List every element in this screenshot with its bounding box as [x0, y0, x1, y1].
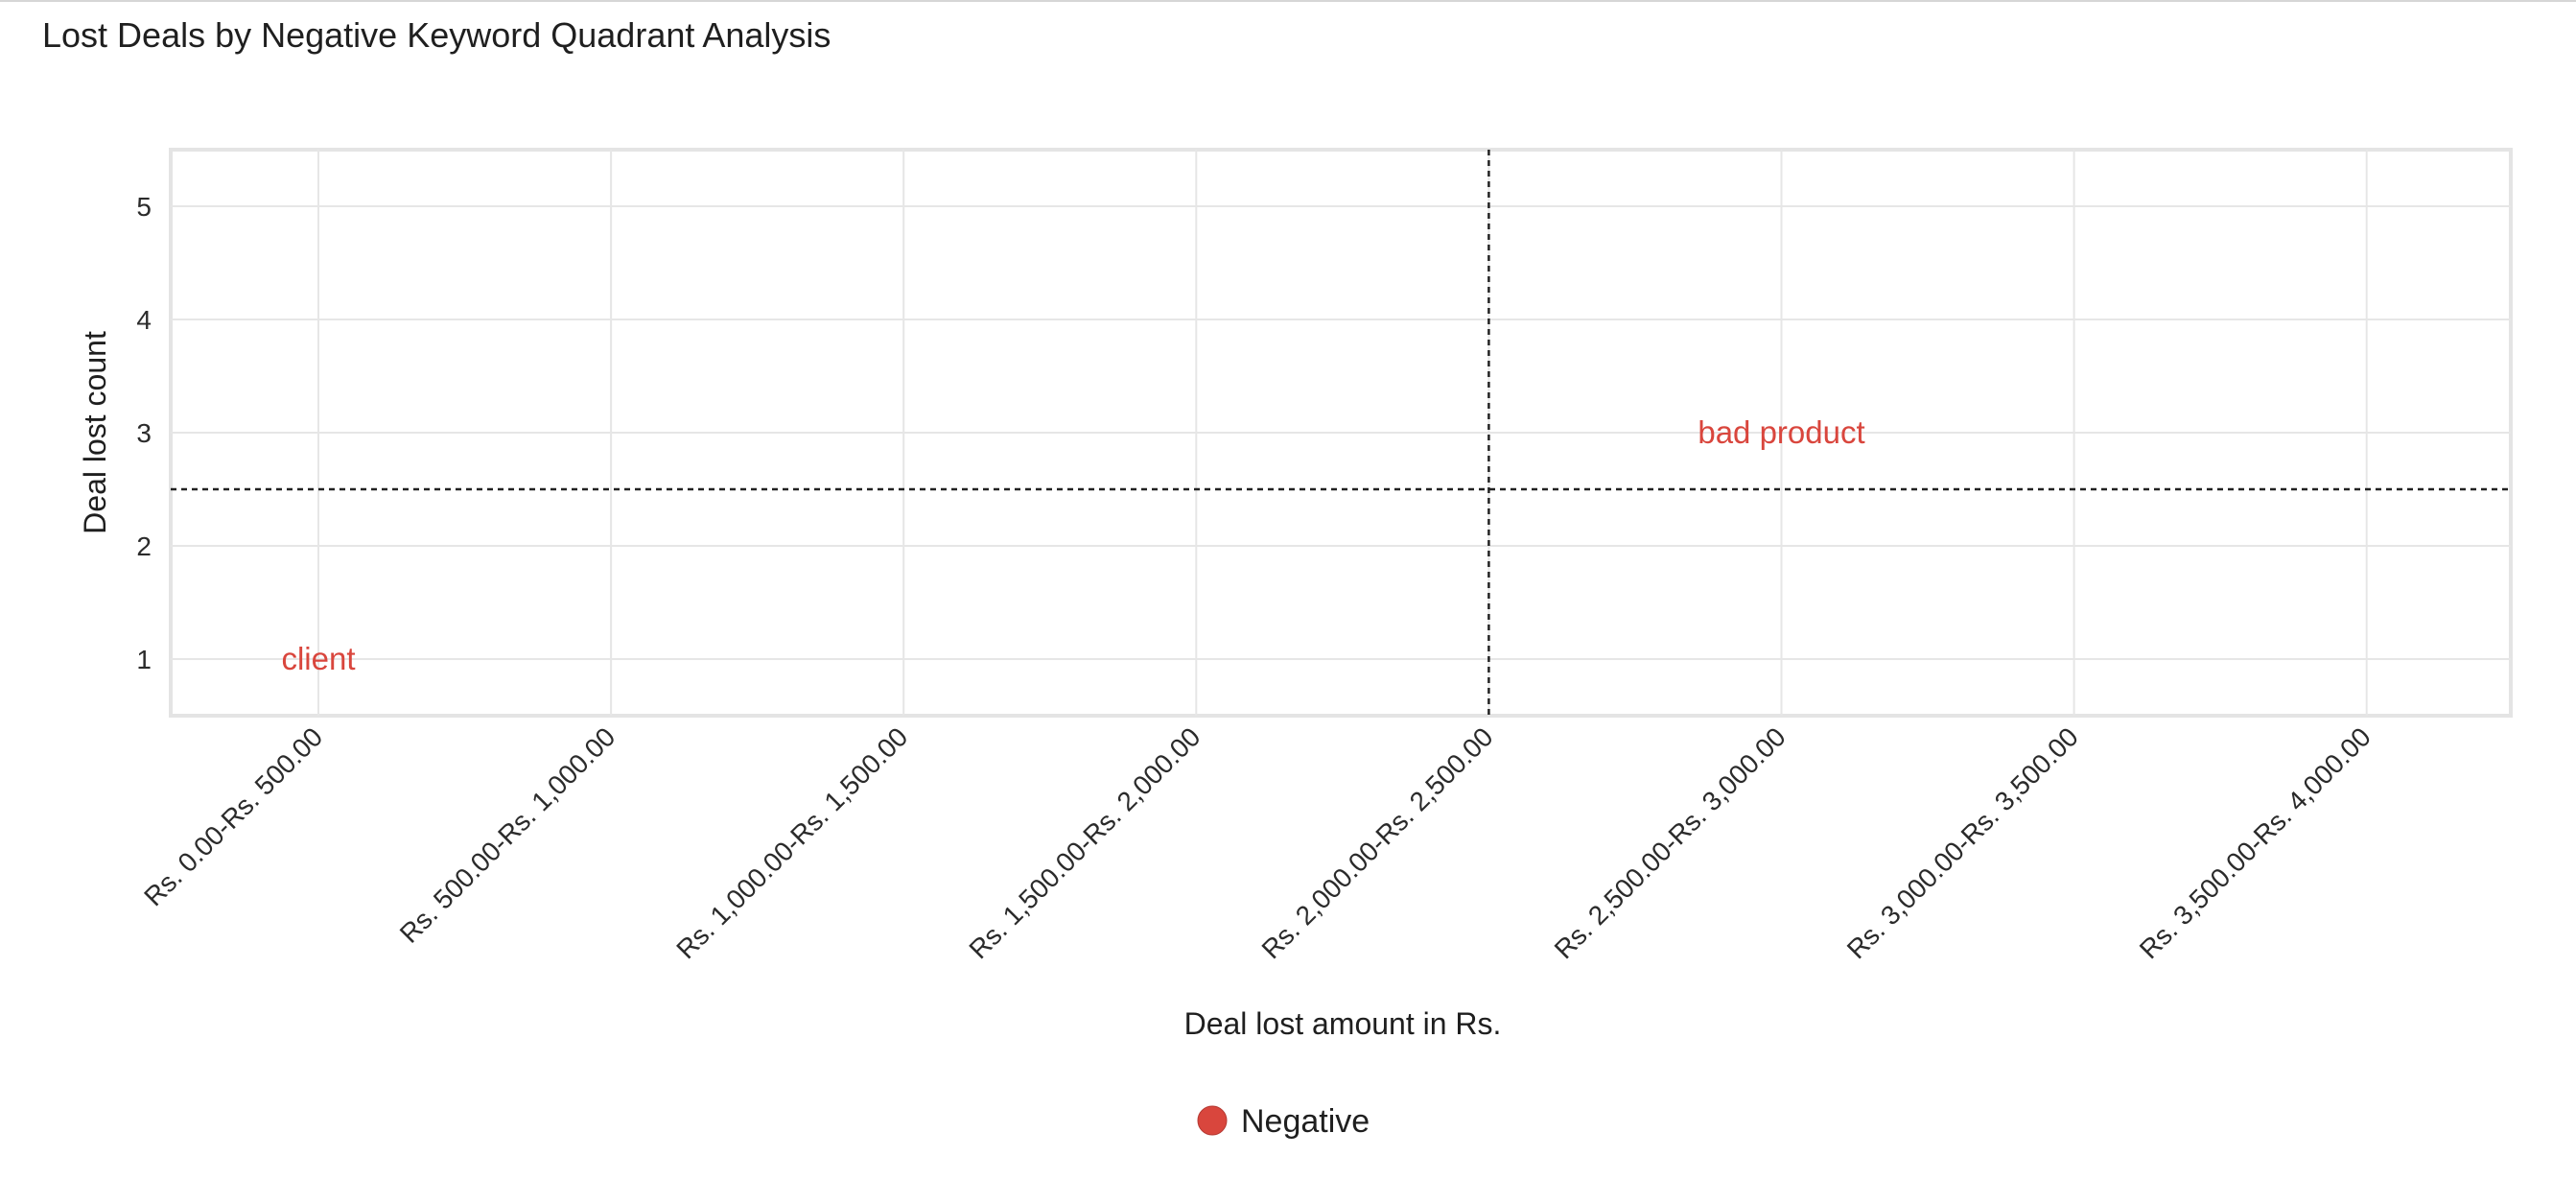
y-tick-label: 3	[136, 418, 152, 448]
x-tick-label: Rs. 0.00-Rs. 500.00	[138, 721, 328, 911]
x-tick-label: Rs. 500.00-Rs. 1,000.00	[394, 721, 621, 949]
y-axis-title: Deal lost count	[78, 331, 112, 534]
x-axis-title: Deal lost amount in Rs.	[1184, 1006, 1502, 1041]
x-tick-label: Rs. 2,000.00-Rs. 2,500.00	[1256, 721, 1499, 964]
x-tick-label: Rs. 2,500.00-Rs. 3,000.00	[1549, 721, 1791, 964]
data-point-label: client	[281, 641, 355, 676]
chart-title: Lost Deals by Negative Keyword Quadrant …	[42, 15, 831, 55]
y-tick-label: 1	[136, 645, 152, 674]
x-tick-label: Rs. 1,000.00-Rs. 1,500.00	[670, 721, 913, 964]
y-tick-label: 5	[136, 192, 152, 222]
data-point-label: bad product	[1698, 414, 1864, 450]
x-tick-label: Rs. 3,500.00-Rs. 4,000.00	[2134, 721, 2377, 964]
x-tick-label: Rs. 3,000.00-Rs. 3,500.00	[1841, 721, 2084, 964]
x-tick-label: Rs. 1,500.00-Rs. 2,000.00	[963, 721, 1206, 964]
legend-marker	[1197, 1105, 1228, 1136]
y-tick-label: 2	[136, 531, 152, 561]
legend-label: Negative	[1241, 1103, 1370, 1140]
y-tick-label: 4	[136, 305, 152, 335]
